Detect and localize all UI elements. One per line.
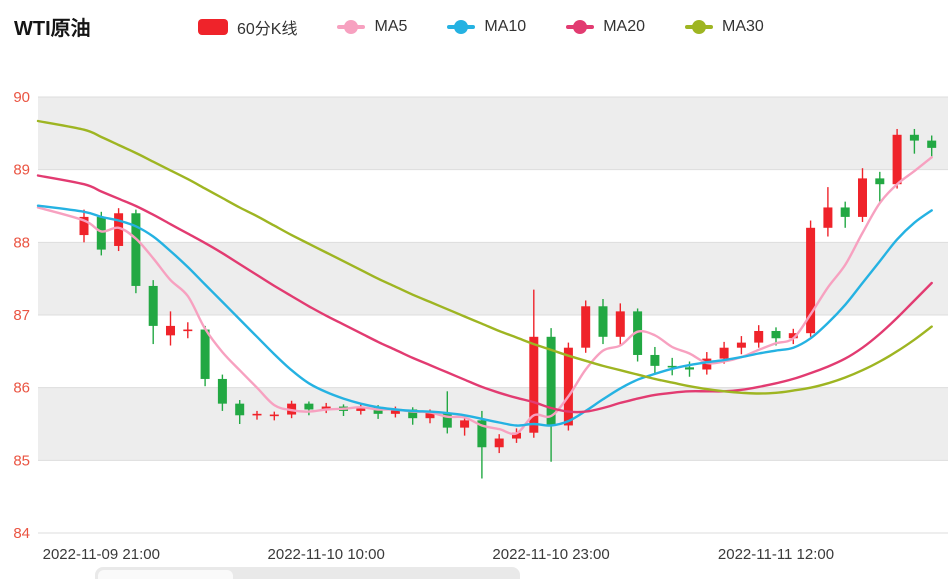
candle-body[interactable] [875, 178, 885, 185]
ma10-line[interactable] [36, 204, 933, 427]
y-axis-label: 84 [13, 525, 30, 542]
legend-item-label: MA20 [603, 18, 645, 35]
candle-body[interactable] [166, 325, 175, 336]
candle-body[interactable] [321, 406, 331, 410]
y-axis-labels: 84 85 86 87 88 89 90 [13, 89, 30, 542]
ma30-line[interactable] [36, 119, 933, 395]
candle-body[interactable] [356, 407, 366, 411]
grid-lines [38, 96, 948, 534]
candlestick-series[interactable] [79, 128, 937, 479]
candle-body[interactable] [806, 227, 816, 334]
candle-body[interactable] [200, 329, 210, 379]
candle-body[interactable] [235, 403, 245, 416]
y-axis-label: 85 [13, 452, 30, 469]
x-axis-label: 2022-11-10 10:00 [268, 546, 385, 563]
legend-item-kline[interactable]: 60分K线 [198, 15, 297, 39]
candle-body[interactable] [598, 306, 608, 337]
candle-body[interactable] [477, 420, 487, 448]
price-bands [38, 97, 948, 533]
kline-series-marker [198, 19, 228, 35]
candle-body[interactable] [494, 438, 504, 448]
bottom-widget-segment [98, 570, 233, 579]
candle-body[interactable] [685, 367, 694, 370]
legend-item-label: 60分K线 [237, 21, 298, 38]
candle-body[interactable] [840, 207, 850, 217]
candle-body[interactable] [823, 207, 833, 228]
candle-body[interactable] [529, 336, 539, 433]
legend-item-label: MA10 [484, 18, 527, 35]
candle-body[interactable] [719, 347, 729, 359]
candle-body[interactable] [96, 216, 106, 250]
legend: 60分K线 MA5 MA10 MA20 MA30 [198, 15, 764, 39]
y-axis-label: 88 [13, 234, 30, 251]
candle-body[interactable] [269, 414, 279, 417]
candle-body[interactable] [460, 420, 470, 428]
candle-body[interactable] [581, 306, 591, 348]
ma20-line[interactable] [36, 174, 933, 414]
candle-body[interactable] [79, 216, 89, 236]
price-band [38, 315, 948, 388]
candle-body[interactable] [390, 409, 400, 414]
candle-body[interactable] [788, 333, 798, 339]
chart-header: WTI原油 60分K线 MA5 MA10 MA20 MA30 [0, 0, 950, 54]
candle-body[interactable] [546, 336, 556, 426]
candle-body[interactable] [304, 403, 314, 410]
candle-body[interactable] [633, 311, 643, 355]
y-axis-label: 87 [13, 307, 30, 324]
price-band [38, 460, 948, 533]
x-axis-labels: 2022-11-09 21:00 2022-11-10 10:00 2022-11-… [43, 546, 834, 563]
price-band [38, 169, 948, 243]
ma5-series-marker [337, 19, 366, 35]
legend-item-ma30[interactable]: MA30 [684, 18, 764, 36]
y-axis-label: 86 [13, 380, 30, 397]
candle-body[interactable] [114, 213, 124, 246]
candle-body[interactable] [858, 178, 867, 217]
ma10-series-marker [447, 19, 476, 35]
legend-item-ma10[interactable]: MA10 [447, 18, 526, 36]
candle-body[interactable] [927, 140, 937, 148]
candle-body[interactable] [148, 285, 158, 326]
ma20-series-marker [566, 19, 595, 35]
candle-body[interactable] [563, 347, 573, 426]
candle-body[interactable] [183, 329, 193, 332]
candle-body[interactable] [512, 432, 521, 439]
candle-body[interactable] [217, 378, 227, 404]
candle-body[interactable] [909, 134, 919, 141]
candle-body[interactable] [252, 413, 262, 416]
y-axis-label: 89 [13, 162, 30, 179]
candle-body[interactable] [736, 342, 746, 348]
legend-item-ma5[interactable]: MA5 [337, 18, 407, 36]
x-axis-label: 2022-11-10 23:00 [492, 546, 609, 563]
ma30-series-marker [684, 19, 713, 35]
y-axis-label: 90 [13, 89, 30, 106]
price-band [38, 387, 948, 461]
bottom-cropped-widget[interactable] [95, 567, 520, 579]
legend-item-label: MA30 [721, 18, 764, 35]
candle-body[interactable] [754, 330, 764, 343]
candle-body[interactable] [408, 409, 418, 419]
ma5-line[interactable] [36, 156, 933, 436]
candle-body[interactable] [650, 354, 660, 366]
candle-body[interactable] [425, 413, 435, 419]
candle-body[interactable] [615, 311, 625, 337]
candle-body[interactable] [442, 413, 452, 428]
price-band [38, 97, 948, 170]
candle-body[interactable] [131, 213, 141, 286]
candle-body[interactable] [892, 134, 902, 185]
legend-item-ma20[interactable]: MA20 [566, 18, 645, 36]
x-axis-label: 2022-11-11 12:00 [718, 546, 834, 563]
legend-item-label: MA5 [374, 18, 408, 35]
candle-body[interactable] [771, 330, 781, 339]
x-axis-label: 2022-11-09 21:00 [43, 546, 160, 563]
chart-title: WTI原油 [14, 18, 91, 40]
candle-body[interactable] [667, 365, 677, 368]
price-band [38, 242, 948, 315]
